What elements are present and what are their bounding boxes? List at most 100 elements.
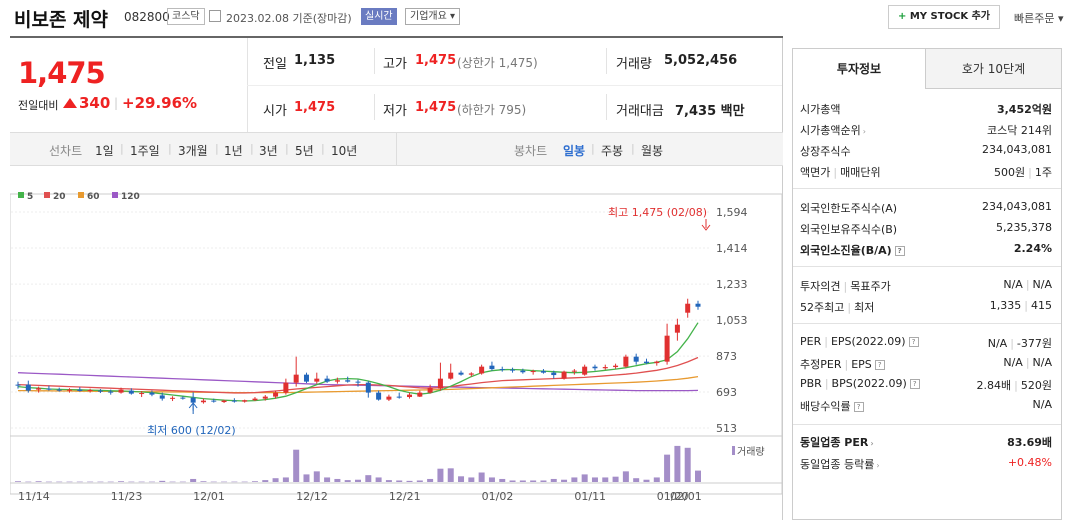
period-1y[interactable]: 1년 xyxy=(224,144,243,158)
x-tick-label: 12/21 xyxy=(389,490,421,503)
help-icon[interactable]: ? xyxy=(853,402,864,412)
volume-bar xyxy=(602,477,609,482)
candle-daily[interactable]: 일봉 xyxy=(563,144,586,158)
candle-body xyxy=(643,361,649,364)
volume-bar xyxy=(550,478,557,482)
candle-body xyxy=(520,370,526,373)
period-1d[interactable]: 1일 xyxy=(95,144,114,158)
period-1w[interactable]: 1주일 xyxy=(130,144,160,158)
volume-bar xyxy=(179,481,186,483)
sector-change-label[interactable]: 동일업종 등락률 › xyxy=(800,456,880,472)
low-value: 1,475 xyxy=(415,100,457,115)
cap-rank-label[interactable]: 시가총액순위 › xyxy=(800,122,866,138)
volume-bar xyxy=(272,478,279,482)
period-5y[interactable]: 5년 xyxy=(295,144,314,158)
foreign-ratio-value: 2.24% xyxy=(1013,242,1052,255)
tab-invest-info[interactable]: 투자정보 xyxy=(793,49,925,89)
volume-bar xyxy=(447,468,454,482)
volume-bar xyxy=(695,470,701,482)
bps-value: 520원 xyxy=(1020,379,1052,392)
separator: | xyxy=(1014,379,1018,392)
volume-bar xyxy=(355,479,361,482)
ma-line-20 xyxy=(17,356,699,394)
sector-change-text: 동일업종 등락률 xyxy=(800,458,875,471)
sector-per-label[interactable]: 동일업종 PER › xyxy=(800,434,874,450)
separator: | xyxy=(321,142,325,155)
legend-label: 5 xyxy=(27,192,33,202)
est-per-label: 추정PER xyxy=(800,358,842,371)
candle-body xyxy=(458,372,464,375)
period-10y[interactable]: 10년 xyxy=(331,144,358,158)
chevron-right-icon: › xyxy=(862,127,866,136)
add-my-stock-button[interactable]: + MY STOCK 추가 xyxy=(888,5,1000,29)
stock-code: 082800 xyxy=(124,10,170,24)
volume-bar xyxy=(334,478,341,482)
opinion-value: N/A xyxy=(1003,278,1023,291)
candle-body xyxy=(633,356,639,362)
pbr-bps-value: 2.84배 | 520원 xyxy=(977,377,1052,393)
volume-bar xyxy=(148,481,155,483)
candle-body xyxy=(139,393,145,395)
x-tick-label: 11/14 xyxy=(18,490,50,503)
candle-body xyxy=(128,390,134,394)
volume-bar xyxy=(313,471,320,482)
candle-body xyxy=(190,397,196,403)
volume-bar xyxy=(478,472,485,482)
volume-bar xyxy=(561,479,568,482)
candle-body xyxy=(376,392,382,400)
tab-order-book[interactable]: 호가 10단계 xyxy=(925,49,1061,89)
candle-body xyxy=(695,303,701,307)
x-tick-label: 02/01 xyxy=(670,490,702,503)
separator: | xyxy=(250,142,254,155)
volume-bar xyxy=(396,480,403,482)
candle-body xyxy=(67,389,73,391)
sector-per-text: 동일업종 PER xyxy=(800,436,869,449)
volume-bar xyxy=(674,445,681,482)
prev-day-label: 전일대비 xyxy=(18,99,59,112)
foreign-hold-label: 외국인보유주식수(B) xyxy=(800,223,898,236)
candle-body xyxy=(674,324,680,333)
stock-chart[interactable]: 1,594 1,414 1,233 1,053 873 693 513 5 20 60 120 거래량… xyxy=(10,178,783,520)
candle-body xyxy=(159,395,165,399)
volume-label: 거래량 xyxy=(616,57,652,72)
par-value: 500원 xyxy=(994,166,1026,179)
help-icon[interactable]: ? xyxy=(894,246,905,256)
dividend-label: 배당수익률? xyxy=(800,398,864,414)
realtime-badge[interactable]: 실시간 xyxy=(361,8,397,25)
volume-bar xyxy=(159,480,166,482)
divider xyxy=(247,85,782,86)
market-cap-label: 시가총액 xyxy=(800,103,841,116)
help-icon[interactable]: ? xyxy=(909,379,920,389)
candle-body xyxy=(510,369,516,371)
est-eps-label: EPS xyxy=(851,358,872,371)
foreign-limit-label: 외국인한도주식수(A) xyxy=(800,202,898,215)
calendar-icon xyxy=(209,10,221,22)
est-per-value: N/A xyxy=(1003,356,1023,369)
period-3m[interactable]: 3개월 xyxy=(178,144,208,158)
divider xyxy=(793,188,1061,189)
candle-body xyxy=(15,384,21,386)
candle-body xyxy=(200,400,206,403)
divider xyxy=(793,266,1061,267)
help-icon[interactable]: ? xyxy=(908,337,919,347)
candle-weekly[interactable]: 주봉 xyxy=(601,144,624,158)
min-annotation: 최저 600 (12/02) xyxy=(147,424,236,437)
company-overview-button[interactable]: 기업개요 ▾ xyxy=(405,8,460,25)
chevron-right-icon: › xyxy=(870,439,874,448)
candle-body xyxy=(242,400,248,402)
candle-body xyxy=(355,381,361,383)
candle-body xyxy=(365,382,371,393)
quick-order-button[interactable]: 빠른주문 ▾ xyxy=(1014,12,1064,25)
help-icon[interactable]: ? xyxy=(874,360,885,370)
x-tick-label: 12/12 xyxy=(296,490,328,503)
upper-limit: (상한가 1,475) xyxy=(457,56,538,70)
x-tick-label: 01/11 xyxy=(574,490,606,503)
candle-monthly[interactable]: 월봉 xyxy=(641,144,664,158)
amount-label: 거래대금 xyxy=(616,104,664,119)
volume-bar xyxy=(241,481,248,483)
legend-label: 20 xyxy=(53,192,66,202)
separator: | xyxy=(285,142,289,155)
period-3y[interactable]: 3년 xyxy=(259,144,278,158)
high-value: 1,475 xyxy=(415,53,457,68)
candle-body xyxy=(46,388,52,390)
